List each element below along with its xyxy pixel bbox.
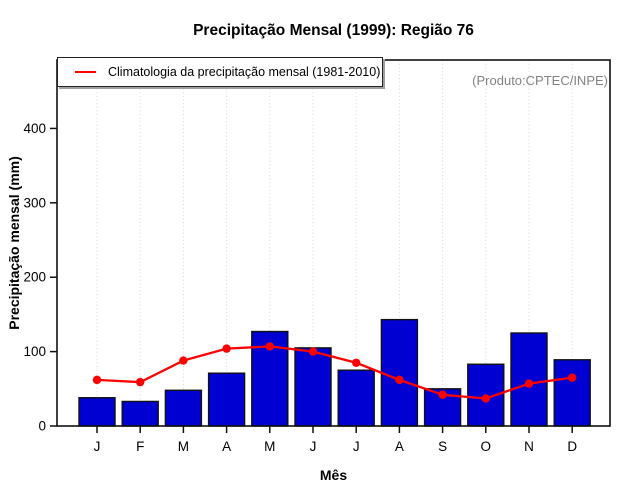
watermark-text: (Produto:CPTEC/INPE) bbox=[472, 73, 608, 88]
precip-bar bbox=[337, 369, 375, 427]
climatology-point bbox=[481, 394, 490, 403]
precip-bar bbox=[380, 318, 419, 427]
climatology-point bbox=[265, 342, 274, 351]
y-tick-label: 300 bbox=[23, 195, 46, 210]
x-tick-label: M bbox=[178, 439, 189, 454]
y-tick-label: 100 bbox=[23, 344, 46, 359]
climatology-point bbox=[438, 390, 447, 399]
y-tick-label: 200 bbox=[23, 270, 46, 285]
x-tick-label: M bbox=[264, 439, 275, 454]
legend-line-sample-icon bbox=[75, 70, 96, 74]
climatology-point bbox=[136, 377, 145, 387]
climatology-point bbox=[222, 344, 231, 353]
precip-bar bbox=[207, 372, 246, 427]
climatology-point bbox=[308, 347, 318, 356]
x-tick-label: N bbox=[524, 439, 534, 454]
chart-title: Precipitação Mensal (1999): Região 76 bbox=[193, 22, 474, 39]
precip-bar bbox=[78, 397, 116, 427]
x-tick-label: J bbox=[94, 439, 101, 454]
precip-bar bbox=[121, 400, 159, 427]
x-tick-label: J bbox=[353, 439, 360, 454]
legend: Climatologia da precipitação mensal (198… bbox=[57, 57, 383, 87]
x-tick-label: A bbox=[395, 439, 404, 454]
x-axis-title: Mês bbox=[319, 467, 348, 483]
climatology-point bbox=[179, 356, 188, 365]
climatology-point bbox=[395, 375, 404, 385]
precip-bar bbox=[164, 389, 203, 427]
climatology-point bbox=[524, 379, 534, 388]
y-tick-label: 0 bbox=[38, 419, 46, 434]
climatology-line bbox=[96, 345, 573, 400]
climatology-point bbox=[568, 373, 577, 382]
y-axis-title: Precipitação mensal (mm) bbox=[6, 156, 22, 330]
climatology-point bbox=[352, 358, 361, 367]
y-tick-label: 400 bbox=[23, 121, 46, 136]
x-tick-label: J bbox=[310, 439, 317, 454]
x-tick-label: S bbox=[438, 439, 447, 454]
precip-bar bbox=[553, 359, 591, 427]
x-tick-label: D bbox=[567, 439, 577, 454]
precip-bar bbox=[294, 347, 332, 427]
legend-label: Climatologia da precipitação mensal (198… bbox=[108, 65, 381, 79]
x-tick-label: A bbox=[222, 439, 231, 454]
climatology-point bbox=[92, 375, 102, 385]
x-tick-label: O bbox=[481, 439, 492, 454]
x-tick-label: F bbox=[136, 439, 144, 454]
